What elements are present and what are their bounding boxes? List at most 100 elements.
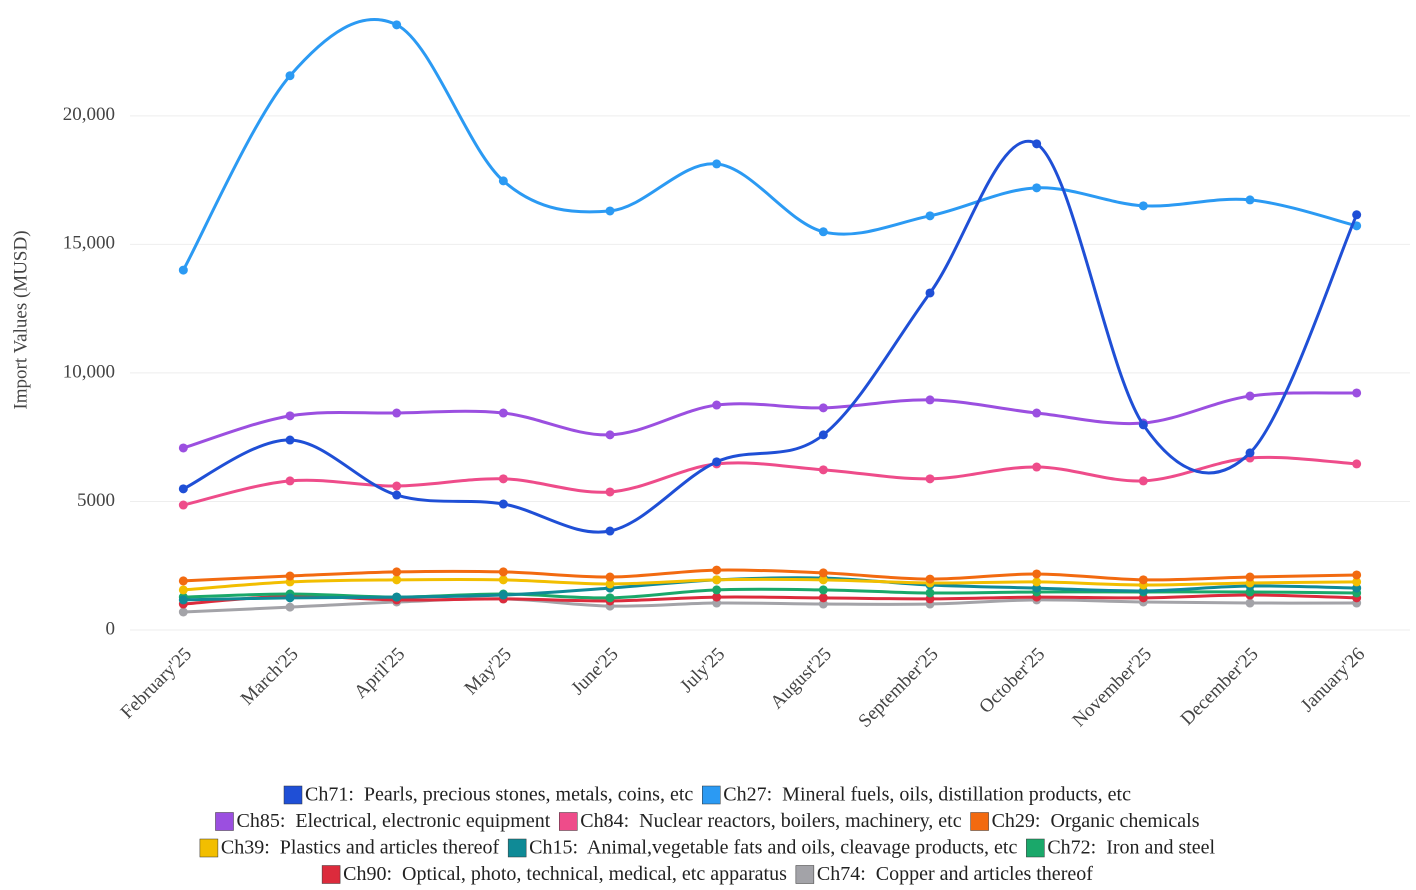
series-line (182, 18, 1358, 271)
data-point (818, 227, 828, 237)
x-tick-label: August'25 (766, 644, 836, 714)
x-tick-label: March'25 (237, 644, 303, 710)
x-tick-label: September'25 (854, 644, 942, 732)
data-point (712, 585, 722, 595)
legend-swatch (199, 838, 219, 858)
data-point (498, 474, 508, 484)
data-point (285, 411, 295, 421)
series-line (183, 455, 1357, 507)
data-point (605, 572, 615, 582)
series-line (183, 577, 1357, 592)
legend-swatch (1026, 838, 1045, 858)
data-point (178, 607, 188, 617)
legend-swatch (795, 865, 815, 884)
data-point (1138, 575, 1148, 585)
data-point (818, 568, 828, 578)
data-point (1352, 459, 1362, 469)
legend-swatch (321, 865, 341, 884)
data-point (392, 592, 402, 602)
y-tick-label: 10,000 (63, 361, 115, 382)
y-tick-label: 0 (106, 618, 116, 639)
data-point (1245, 391, 1255, 401)
data-point (925, 588, 935, 598)
legend-label: Ch85: Electrical, electronic equipment (236, 810, 550, 832)
data-point (925, 395, 935, 405)
data-point (1032, 583, 1042, 593)
x-tick-label: October'25 (975, 644, 1049, 718)
legend-swatch (702, 785, 721, 805)
x-tick-label: July'25 (676, 644, 729, 697)
data-point (925, 211, 935, 221)
x-tick-label: June'25 (567, 644, 622, 699)
x-tick-label: May'25 (461, 644, 516, 699)
data-point (392, 408, 402, 418)
legend-swatch (215, 812, 234, 831)
data-point (392, 575, 402, 585)
data-point (1032, 462, 1042, 472)
data-point (1138, 201, 1148, 211)
series-line (183, 597, 1357, 614)
data-point (498, 499, 508, 509)
data-point (1245, 598, 1255, 608)
data-point (392, 490, 402, 500)
data-point (605, 430, 615, 440)
data-point (178, 500, 188, 510)
legend-label: Ch72: Iron and steel (1047, 837, 1215, 859)
x-tick-label: November'25 (1069, 644, 1156, 731)
data-point (392, 481, 402, 491)
legend-row: Ch71: Pearls, precious stones, metals, c… (283, 784, 1131, 806)
data-point (925, 474, 935, 484)
data-point (1352, 210, 1362, 220)
data-point (605, 206, 615, 216)
x-tick-label: December'25 (1177, 644, 1263, 730)
data-point (392, 20, 402, 30)
legend-label: Ch27: Mineral fuels, oils, distillation … (723, 784, 1131, 806)
data-point (1032, 569, 1042, 579)
series-line (183, 568, 1357, 583)
data-point (605, 526, 615, 536)
data-point (392, 567, 402, 577)
data-point (285, 71, 295, 81)
data-point (178, 585, 188, 595)
data-point (498, 575, 508, 585)
legend-label: Ch29: Organic chemicals (992, 810, 1200, 832)
data-point (178, 576, 188, 586)
legend-swatch (507, 838, 527, 858)
data-point (818, 430, 828, 440)
data-point (712, 575, 722, 585)
x-tick-label: January'26 (1297, 644, 1369, 716)
data-point (1032, 408, 1042, 418)
series-line (183, 593, 1357, 606)
y-tick-label: 15,000 (63, 233, 115, 254)
data-point (925, 574, 935, 584)
legend-swatch (283, 785, 303, 805)
data-point (1138, 420, 1148, 430)
data-point (1245, 572, 1255, 582)
data-point (818, 599, 828, 609)
data-point (178, 595, 188, 605)
data-point (712, 565, 722, 575)
data-point (712, 400, 722, 410)
data-point (178, 265, 188, 275)
y-tick-label: 5000 (77, 490, 115, 511)
x-tick-label: February'25 (117, 644, 196, 723)
legend-label: Ch90: Optical, photo, technical, medical… (343, 863, 787, 885)
data-point (605, 487, 615, 497)
data-point (712, 159, 722, 169)
legend-swatch (559, 812, 578, 831)
data-point (1032, 139, 1042, 149)
data-point (1352, 570, 1362, 580)
data-point (285, 593, 295, 603)
data-point (285, 571, 295, 581)
data-point (1138, 476, 1148, 486)
legend-swatch (970, 812, 989, 831)
legend-row: Ch90: Optical, photo, technical, medical… (321, 863, 1093, 885)
data-point (818, 465, 828, 475)
legend-row: Ch85: Electrical, electronic equipment Ch… (215, 810, 1200, 832)
data-point (1352, 577, 1362, 587)
legend-label: Ch39: Plastics and articles thereof (221, 837, 500, 859)
data-point (712, 592, 722, 602)
data-point (178, 443, 188, 453)
data-point (605, 579, 615, 589)
